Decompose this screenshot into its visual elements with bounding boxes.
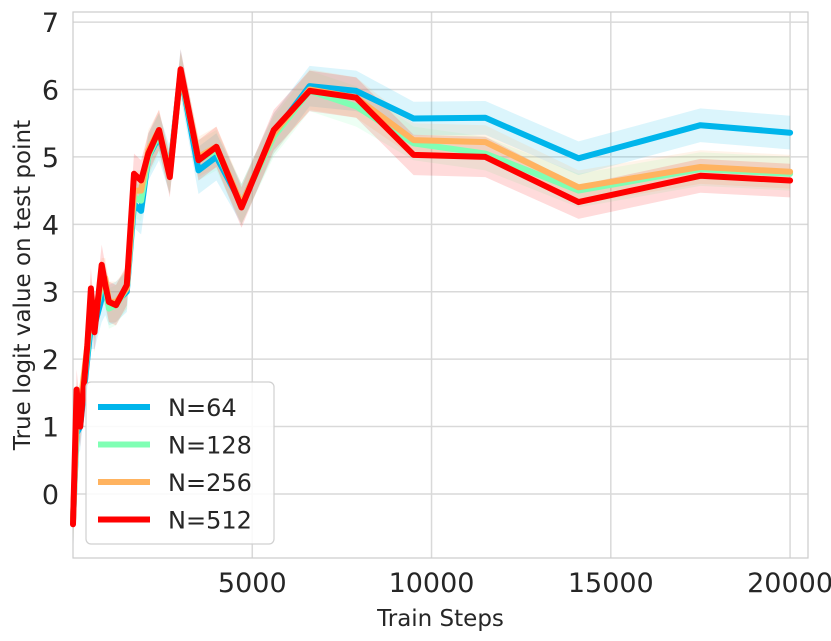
plot-area-frame [72,11,809,559]
y-tick-label: 1 [42,413,59,444]
legend-entry-label: N=128 [168,432,252,460]
y-tick-label: 3 [42,278,59,309]
legend-entry-label: N=512 [168,507,252,535]
x-tick-label: 5000 [218,568,287,599]
y-tick-label: 4 [42,210,59,241]
series-lines [70,66,794,528]
y-tick-label: 5 [42,143,59,174]
series-line [70,66,794,528]
tick-labels: 0 1 2 3 4 5 6 7 5000 10000 15000 20000 [42,8,831,599]
x-axis-title: Train Steps [376,606,504,632]
legend-entry-label: N=64 [168,394,237,422]
legend-entry-label: N=256 [168,469,252,497]
y-axis-title: True logit value on test point [10,120,36,451]
y-tick-label: 0 [42,480,59,511]
y-tick-label: 6 [42,76,59,107]
x-tick-label: 10000 [389,568,475,599]
legend-box [85,381,275,545]
y-tick-label: 2 [42,345,59,376]
confidence-band [73,49,791,545]
x-tick-label: 20000 [747,568,831,599]
y-tick-label: 7 [42,8,59,39]
confidence-band [73,49,791,545]
legend: N=64 N=128 N=256 N=512 [85,381,275,545]
x-tick-label: 15000 [568,568,654,599]
